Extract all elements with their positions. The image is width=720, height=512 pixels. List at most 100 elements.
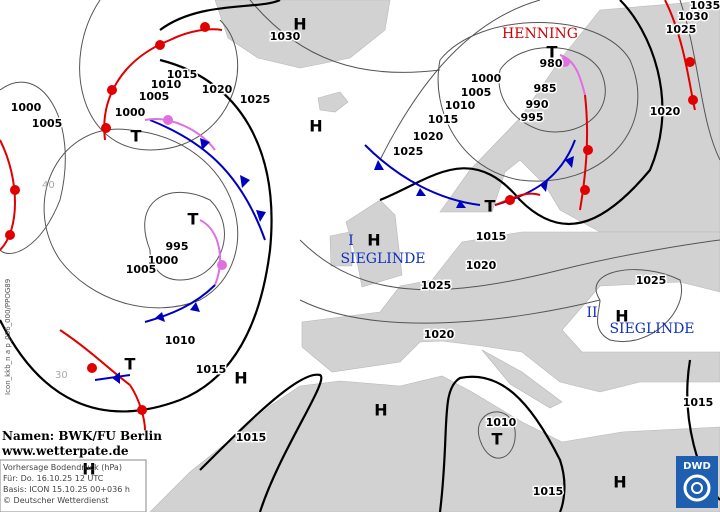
warm-front	[59, 329, 131, 386]
logo-swirl	[691, 482, 703, 494]
legend-base: Basis: ICON 15.10.25 00+036 h	[3, 485, 130, 494]
occlusion	[199, 219, 221, 286]
occl-symbol	[217, 260, 227, 270]
latitude-label: 40	[42, 180, 55, 191]
cold-symbol	[155, 312, 165, 322]
isobar	[299, 299, 601, 324]
isobar	[477, 411, 516, 459]
warm-symbol	[107, 85, 117, 95]
isobar	[144, 191, 225, 281]
isobar-label: 1015	[196, 363, 227, 376]
cold-symbol	[240, 175, 250, 188]
cold-symbol	[416, 188, 426, 196]
isobar	[498, 47, 606, 133]
isobar-label: 1025	[240, 93, 271, 106]
warm-symbol	[101, 123, 111, 133]
pressure-center: H	[293, 15, 306, 34]
pressure-center: T	[492, 430, 503, 449]
isobar-1015	[0, 58, 273, 413]
isobar-label: 1005	[32, 117, 63, 130]
isobar	[595, 269, 682, 342]
pressure-center: T	[188, 210, 199, 229]
isobar-label: 985	[534, 82, 557, 95]
greenland	[214, 0, 391, 69]
latitude-label: 30	[55, 370, 68, 381]
isobar	[679, 0, 720, 161]
iceland	[317, 91, 349, 113]
isobar-label: 1000	[11, 101, 42, 114]
isobar-label: 1000	[148, 254, 179, 267]
pressure-center: T	[547, 43, 558, 62]
isobar-label: 1020	[202, 83, 233, 96]
pressure-center: H	[615, 307, 628, 326]
isobar	[437, 22, 639, 182]
isobar-1015	[438, 375, 566, 512]
isobar-label: 1015	[428, 113, 459, 126]
pressure-center: T	[485, 197, 496, 216]
isobar	[379, 0, 541, 161]
occlusion	[144, 118, 216, 151]
warm-symbol	[685, 57, 695, 67]
credit-names: Namen: BWK/FU Berlin	[2, 429, 162, 443]
cold-symbol	[565, 156, 574, 168]
system-name: SIEGLINDE	[609, 321, 694, 337]
isobar-label: 990	[526, 98, 549, 111]
cold-symbol	[256, 210, 266, 222]
warm-symbol	[580, 185, 590, 195]
system-name: SIEGLINDE	[340, 251, 425, 267]
cold-front	[94, 374, 131, 381]
warm-symbol	[583, 145, 593, 155]
warm-front	[579, 94, 589, 211]
isobar-label: 1030	[678, 10, 709, 23]
isobar-label: 1000	[471, 72, 502, 85]
isobar	[249, 0, 441, 73]
isobar	[299, 239, 720, 291]
occl-symbol	[163, 115, 173, 125]
logo-text: DWD	[683, 461, 711, 472]
isobar-label: 1025	[636, 274, 667, 287]
legend-valid: Für: Do. 16.10.25 12 UTC	[3, 474, 104, 483]
isobar-label: 1020	[413, 130, 444, 143]
warm-symbol	[200, 22, 210, 32]
isobar	[79, 0, 239, 151]
isobar-1015	[379, 0, 664, 225]
isobar-label: 1020	[650, 105, 681, 118]
pressure-center: H	[234, 369, 247, 388]
isobars	[0, 0, 720, 459]
isobar-label: 1015	[167, 68, 198, 81]
isobar-label: 1025	[666, 23, 697, 36]
warm-symbol	[505, 195, 515, 205]
cold-symbol	[190, 302, 200, 312]
pressure-center: T	[131, 127, 142, 146]
cold-front	[149, 119, 266, 241]
isobar-label: 1035	[690, 0, 720, 12]
system-number: I	[348, 233, 354, 249]
dwd-logo	[676, 456, 718, 508]
logo-swirl	[683, 474, 711, 502]
warm-symbol	[5, 230, 15, 240]
isobar-1015	[159, 0, 281, 31]
isobar-label: 995	[166, 240, 189, 253]
isobar-label: 1010	[151, 78, 182, 91]
isobar-label: 1020	[424, 328, 455, 341]
cold-front	[364, 144, 481, 206]
pressure-center: H	[367, 231, 380, 250]
legend-title: Vorhersage Bodendruck (hPa)	[3, 463, 122, 472]
cold-symbol	[374, 160, 384, 170]
isobar-1015	[199, 373, 323, 512]
italy	[481, 349, 563, 409]
isobar	[43, 128, 238, 309]
side-label: Icon_kkb_n a p_036_000/PPOG89	[4, 279, 12, 395]
isobar-label: 1025	[421, 279, 452, 292]
warm-front	[494, 192, 541, 206]
isobar-label: 1010	[165, 334, 196, 347]
legend-copyright: © Deutscher Wetterdienst	[3, 496, 109, 505]
cold-symbol	[200, 138, 210, 150]
isobar-label: 980	[540, 57, 563, 70]
warm-symbol	[688, 95, 698, 105]
cold-front	[144, 284, 216, 323]
isobar-label: 1015	[476, 230, 507, 243]
isobar-label: 1005	[126, 263, 157, 276]
isobar-label: 1010	[486, 416, 517, 429]
